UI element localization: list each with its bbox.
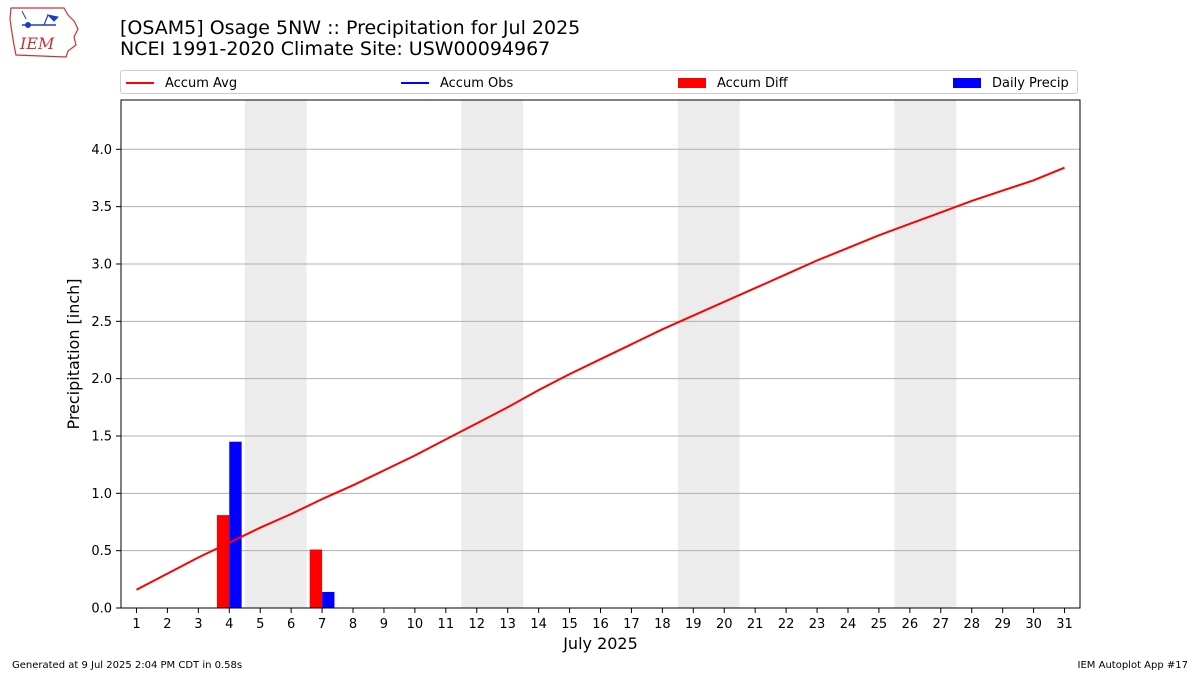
legend-swatch-accum-diff: [678, 78, 706, 88]
x-tick-label-4: 4: [225, 617, 233, 632]
y-axis-label: Precipitation [inch]: [64, 278, 83, 429]
x-tick-label-1: 1: [132, 617, 140, 632]
accum-diff-bar-day-4: [216, 515, 230, 608]
legend-item-accum-diff: Accum Diff: [678, 74, 788, 92]
daily-precip-bar-day-4: [229, 441, 242, 608]
x-tick-label-16: 16: [592, 617, 609, 632]
autoplot-footer: IEM Autoplot App #17: [1077, 660, 1188, 671]
legend-label-accum-diff: Accum Diff: [717, 75, 788, 91]
x-tick-label-10: 10: [407, 617, 424, 632]
x-tick-label-25: 25: [871, 617, 888, 632]
legend-label-accum-avg: Accum Avg: [165, 75, 238, 91]
daily-precip-bar-day-7: [322, 591, 335, 608]
x-tick-label-26: 26: [902, 617, 919, 632]
x-tick-label-21: 21: [747, 617, 764, 632]
y-tick-label-8: 4.0: [91, 143, 112, 158]
x-tick-label-15: 15: [561, 617, 578, 632]
x-tick-label-24: 24: [840, 617, 857, 632]
legend-item-daily-precip: Daily Precip: [953, 74, 1069, 92]
y-tick-label-0: 0.0: [91, 602, 112, 617]
legend-swatch-daily-precip: [953, 78, 981, 88]
x-tick-label-20: 20: [716, 617, 733, 632]
chart-title: [OSAM5] Osage 5NW :: Precipitation for J…: [120, 18, 580, 60]
iem-logo: IEM: [9, 7, 79, 58]
x-tick-label-3: 3: [194, 617, 202, 632]
legend-item-accum-obs: Accum Obs: [401, 74, 513, 92]
weather-station-icon: [21, 10, 60, 28]
weekend-band-4: [894, 100, 957, 608]
y-tick-label-7: 3.5: [91, 200, 112, 215]
x-tick-label-30: 30: [1025, 617, 1042, 632]
legend-swatch-accum-obs: [401, 82, 429, 84]
x-tick-label-28: 28: [963, 617, 980, 632]
y-tick-label-1: 0.5: [91, 544, 112, 559]
y-tick-label-5: 2.5: [91, 315, 112, 330]
title-line-1: [OSAM5] Osage 5NW :: Precipitation for J…: [120, 17, 581, 39]
x-tick-label-19: 19: [685, 617, 702, 632]
x-tick-label-13: 13: [499, 617, 516, 632]
x-tick-label-29: 29: [994, 617, 1011, 632]
accum-diff-bar-day-7: [309, 549, 323, 608]
legend: Accum Avg Accum Obs Accum Diff Daily Pre…: [120, 70, 1078, 94]
accum-avg-line: [136, 166, 1065, 591]
x-tick-label-18: 18: [654, 617, 671, 632]
x-tick-label-6: 6: [287, 617, 295, 632]
x-tick-label-12: 12: [468, 617, 485, 632]
x-tick-label-5: 5: [256, 617, 264, 632]
y-tick-label-2: 1.0: [91, 487, 112, 502]
title-line-2: NCEI 1991-2020 Climate Site: USW00094967: [120, 38, 551, 60]
x-axis-label: July 2025: [562, 634, 638, 653]
weekend-band-3: [677, 100, 740, 608]
weekend-band-2: [461, 100, 524, 608]
x-tick-label-22: 22: [778, 617, 795, 632]
iowa-outline-icon: [9, 7, 79, 58]
generated-footer: Generated at 9 Jul 2025 2:04 PM CDT in 0…: [12, 660, 243, 671]
x-tick-label-7: 7: [318, 617, 326, 632]
legend-swatch-accum-avg: [126, 82, 154, 84]
y-tick-label-4: 2.0: [91, 372, 112, 387]
logo-text: IEM: [19, 34, 55, 53]
y-tick-label-6: 3.0: [91, 257, 112, 272]
x-tick-label-8: 8: [349, 617, 357, 632]
x-tick-label-23: 23: [809, 617, 826, 632]
legend-label-accum-obs: Accum Obs: [440, 75, 514, 91]
x-tick-label-11: 11: [438, 617, 455, 632]
x-tick-label-9: 9: [380, 617, 388, 632]
x-tick-label-31: 31: [1056, 617, 1073, 632]
x-tick-label-17: 17: [623, 617, 640, 632]
x-tick-label-27: 27: [933, 617, 950, 632]
x-tick-label-2: 2: [163, 617, 171, 632]
x-tick-label-14: 14: [530, 617, 547, 632]
y-tick-label-3: 1.5: [91, 429, 112, 444]
legend-item-accum-avg: Accum Avg: [126, 74, 237, 92]
legend-label-daily-precip: Daily Precip: [992, 75, 1069, 91]
weekend-band-1: [244, 100, 307, 608]
